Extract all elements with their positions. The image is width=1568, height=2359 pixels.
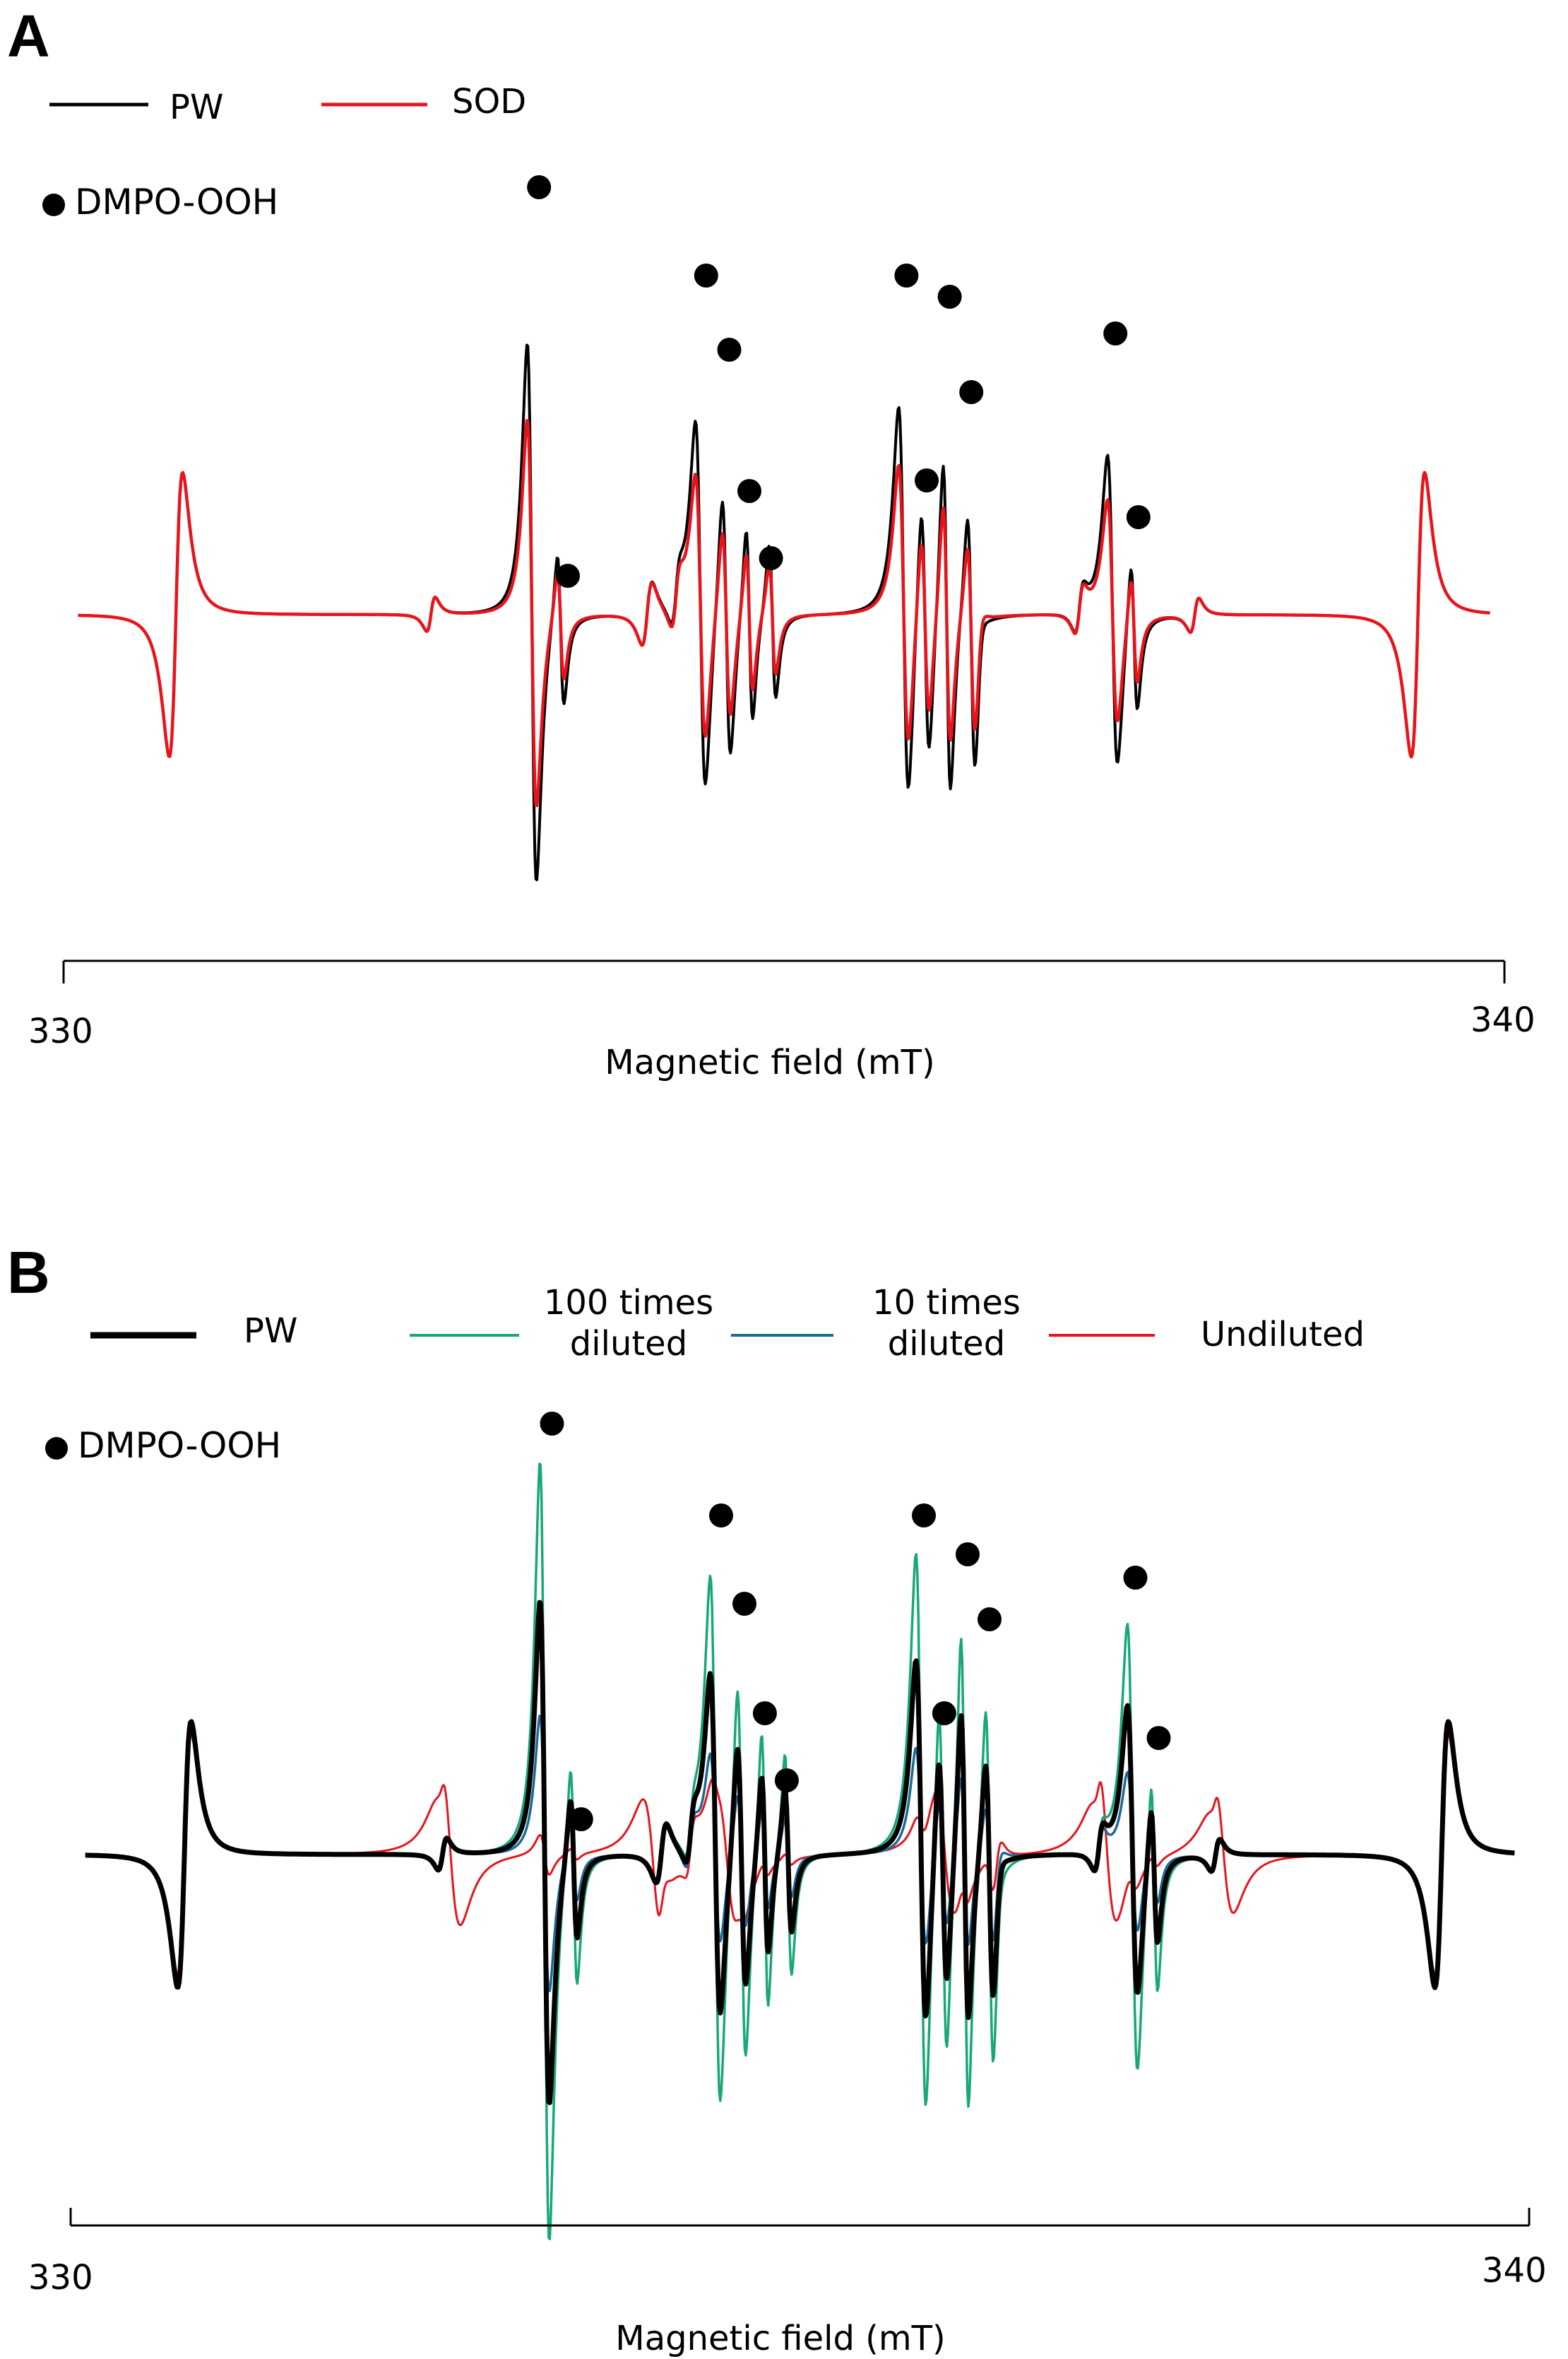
- panel-b-dmpo-ooh-dot-6: [569, 1807, 593, 1831]
- panel-b-dmpo-ooh-dot-5: [774, 1768, 799, 1792]
- panel-b-dmpo-ooh-dot-2: [709, 1503, 733, 1527]
- panel-a-dmpo-ooh-dot-4: [737, 479, 761, 503]
- panel-a-series-sod: [77, 419, 1491, 808]
- legend-b-label-10x-line2: diluted: [888, 1324, 1005, 1364]
- legend-b-label-undiluted: Undiluted: [1201, 1315, 1365, 1354]
- panel-b-series-100x: [85, 1462, 1515, 2240]
- panel-b-dmpo-ooh-dot-10: [978, 1607, 1002, 1631]
- panel-b-dmpo-ooh-dot-12: [1146, 1726, 1171, 1750]
- legend-b-marker-dot: [45, 1437, 68, 1460]
- legend-a-label-sod: SOD: [452, 82, 526, 122]
- panel-a-letter: A: [7, 3, 50, 69]
- legend-a-label-pw: PW: [170, 88, 223, 127]
- legend-a-marker-label: DMPO-OOH: [75, 182, 278, 223]
- panel-b-dmpo-ooh-dot-8: [956, 1542, 980, 1566]
- legend-b-label-100x-line1: 100 times: [544, 1283, 713, 1323]
- legend-a-marker-dot: [42, 194, 65, 216]
- panel-a: A PW SOD DMPO-OOH 330 340 Magnetic field…: [7, 3, 1536, 1082]
- panel-a-dmpo-ooh-dot-1: [527, 175, 552, 199]
- panel-b-tick-label-340: 340: [1482, 2251, 1547, 2290]
- panel-a-dmpo-ooh-dot-8: [937, 285, 962, 309]
- panel-b-series-pw: [83, 1600, 1516, 2105]
- panel-a-dmpo-ooh-dot-6: [556, 564, 580, 588]
- panel-b-tick-label-330: 330: [28, 2258, 93, 2298]
- panel-a-dmpo-ooh-dot-2: [694, 264, 718, 288]
- panel-b-dmpo-ooh-dot-7: [912, 1503, 936, 1527]
- legend-b-marker-label: DMPO-OOH: [78, 1425, 281, 1466]
- legend-b-label-pw: PW: [244, 1311, 297, 1351]
- panel-b: B PW 100 times diluted 10 times diluted …: [7, 1239, 1547, 2358]
- panel-a-dmpo-ooh-dot-10: [959, 380, 984, 404]
- panel-a-dmpo-ooh-dot-9: [915, 468, 939, 492]
- legend-b-label-100x-line2: diluted: [570, 1324, 687, 1364]
- panel-a-x-axis-title: Magnetic field (mT): [605, 1043, 934, 1082]
- panel-a-tick-label-340: 340: [1471, 1000, 1536, 1040]
- panel-a-tick-label-330: 330: [28, 1012, 93, 1051]
- panel-b-dmpo-ooh-dot-1: [540, 1412, 564, 1436]
- panel-b-dmpo-ooh-dot-11: [1123, 1566, 1148, 1590]
- panel-a-dmpo-ooh-dot-7: [894, 264, 919, 288]
- panel-b-dmpo-ooh-dot-4: [752, 1701, 777, 1725]
- legend-b-label-10x-line1: 10 times: [872, 1283, 1021, 1323]
- panel-a-dmpo-ooh-dot-5: [759, 546, 783, 570]
- panel-a-dmpo-ooh-dot-12: [1126, 505, 1151, 529]
- panel-b-letter: B: [7, 1239, 50, 1306]
- panel-a-dmpo-ooh-dot-11: [1103, 321, 1128, 345]
- panel-a-dmpo-ooh-dot-3: [717, 338, 742, 362]
- panel-b-x-axis-title: Magnetic field (mT): [615, 2319, 945, 2358]
- panel-a-plot-area: [77, 343, 1491, 882]
- panel-b-plot-area: [83, 1462, 1516, 2240]
- panel-b-dots: [540, 1412, 1171, 1831]
- panel-b-dmpo-ooh-dot-3: [732, 1592, 756, 1616]
- panel-a-series-pw: [77, 343, 1491, 882]
- panel-a-dots: [527, 175, 1151, 588]
- panel-b-dmpo-ooh-dot-9: [932, 1701, 956, 1725]
